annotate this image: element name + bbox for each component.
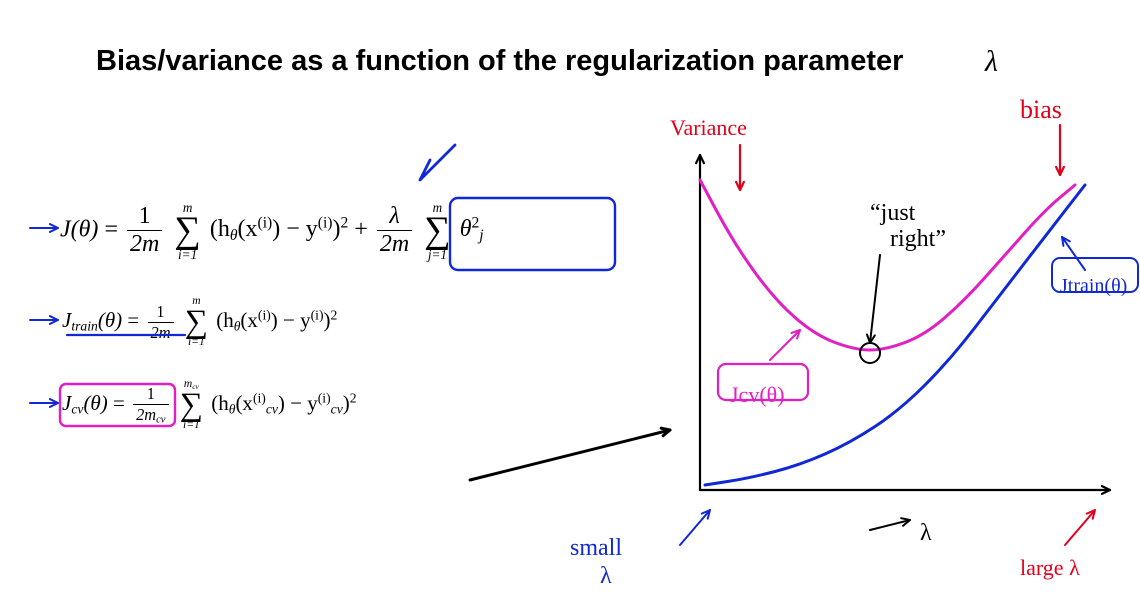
- eq1-plus: +: [354, 216, 374, 242]
- eq3-body: (hθ(x(i)cv) − y(i)cv)2: [211, 391, 356, 415]
- annot-variance: Variance: [670, 115, 747, 141]
- annot-just-right-2: right”: [890, 226, 946, 253]
- eq1-frac-num: 1: [127, 203, 162, 230]
- slide-root: Bias/variance as a function of the regul…: [0, 0, 1140, 603]
- eq2-equals: =: [127, 308, 144, 332]
- eq3-sum-bot: i=1: [180, 420, 203, 432]
- eq1-frac-1-over-2m: 1 2m: [127, 203, 162, 258]
- eq1-reg-den: 2m: [377, 230, 412, 258]
- equation-j-theta: J(θ) = 1 2m m ∑ i=1 (hθ(x(i)) − y(i))2 +…: [60, 201, 484, 261]
- annot-bias: bias: [1020, 95, 1062, 125]
- eq3-frac-den: 2mcv: [133, 404, 168, 426]
- annot-jcv-box: Jcv(θ): [730, 382, 785, 408]
- eq2-frac-num: 1: [148, 302, 174, 322]
- eq2-sum-bot: i=1: [185, 337, 208, 349]
- annot-just-right-1: “just: [870, 200, 915, 227]
- eq3-sum: mcv ∑ i=1: [180, 379, 203, 431]
- eq2-frac: 1 2m: [148, 302, 174, 343]
- eq1-sum-bot: i=1: [174, 248, 201, 261]
- eq3-lhs: Jcv(θ): [62, 391, 113, 415]
- eq2-body: (hθ(x(i)) − y(i))2: [216, 308, 337, 332]
- annot-small-lambda-2: λ: [600, 563, 612, 590]
- eq1-lhs: J(θ): [60, 216, 98, 242]
- sigma-icon: ∑: [180, 391, 203, 420]
- annot-small-lambda-1: small: [570, 535, 622, 562]
- equation-j-train: Jtrain(θ) = 1 2m m ∑ i=1 (hθ(x(i)) − y(i…: [62, 296, 337, 348]
- title-lambda-glyph: λ: [985, 45, 998, 79]
- annot-large-lambda: large λ: [1020, 555, 1080, 581]
- eq1-sum: m ∑ i=1: [174, 201, 201, 261]
- sigma-icon: ∑: [424, 214, 451, 247]
- eq3-frac-num: 1: [133, 384, 168, 404]
- eq1-equals: =: [104, 216, 124, 242]
- eq2-sum: m ∑ i=1: [185, 296, 208, 348]
- equation-j-cv: Jcv(θ) = 1 2mcv mcv ∑ i=1 (hθ(x(i)cv) − …: [62, 379, 357, 431]
- eq1-frac-den: 2m: [127, 230, 162, 258]
- annot-jtrain-box: Jtrain(θ): [1060, 275, 1127, 298]
- eq3-frac: 1 2mcv: [133, 384, 168, 426]
- eq1-body: (hθ(x(i)) − y(i))2: [210, 216, 354, 242]
- eq1-frac-lambda-over-2m: λ 2m: [377, 203, 412, 258]
- annot-axis-lambda: λ: [920, 520, 932, 547]
- eq2-frac-den: 2m: [148, 322, 174, 343]
- slide-title: Bias/variance as a function of the regul…: [96, 45, 903, 78]
- sigma-icon: ∑: [185, 308, 208, 337]
- eq2-lhs: Jtrain(θ): [62, 308, 127, 332]
- eq1-reg-num: λ: [377, 203, 412, 230]
- sigma-icon: ∑: [174, 214, 201, 247]
- eq1-sum2: m ∑ j=1: [424, 201, 451, 261]
- eq3-equals: =: [113, 391, 130, 415]
- eq1-sum2-bot: j=1: [424, 248, 451, 261]
- eq1-theta-j-sq: θ2j: [460, 216, 484, 242]
